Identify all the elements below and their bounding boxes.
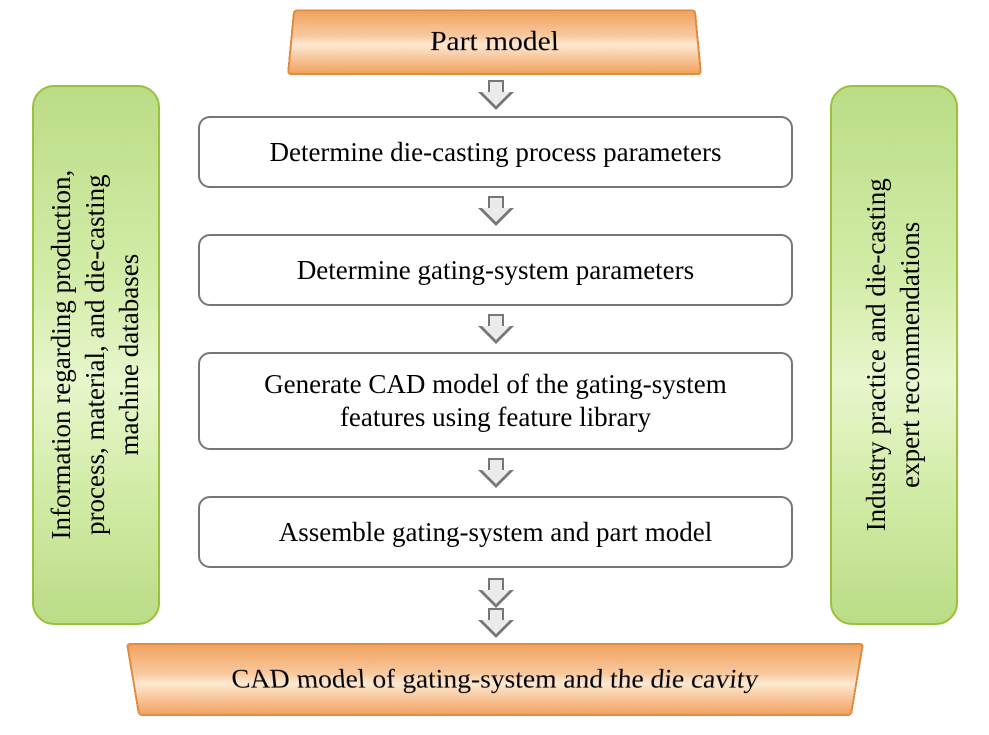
side-right-label: Industry practice and die-casting expert… (860, 178, 928, 531)
arrow-down-icon (478, 196, 514, 226)
arrow-down-icon (478, 578, 514, 608)
arrow-down-icon (478, 608, 514, 638)
step-label: Determine gating-system parameters (297, 254, 694, 287)
arrow-down-icon (478, 458, 514, 488)
step-assemble: Assemble gating-system and part model (198, 496, 793, 568)
arrow-down-icon (478, 314, 514, 344)
step-generate-cad: Generate CAD model of the gating-system … (198, 352, 793, 450)
banner-bottom-label: CAD model of gating-system and the die c… (230, 665, 760, 695)
banner-top-label: Part model (430, 26, 560, 58)
side-left: Information regarding production, proces… (32, 85, 160, 625)
banner-bottom: CAD model of gating-system and the die c… (126, 643, 864, 721)
side-right: Industry practice and die-casting expert… (830, 85, 958, 625)
banner-top: Part model (287, 5, 702, 75)
step-label: Assemble gating-system and part model (279, 516, 712, 549)
step-gating-params: Determine gating-system parameters (198, 234, 793, 306)
step-process-params: Determine die-casting process parameters (198, 116, 793, 188)
step-label: Generate CAD model of the gating-system … (264, 368, 727, 434)
side-left-label: Information regarding production, proces… (45, 170, 146, 540)
arrow-down-icon (478, 80, 514, 110)
step-label: Determine die-casting process parameters (269, 136, 721, 169)
